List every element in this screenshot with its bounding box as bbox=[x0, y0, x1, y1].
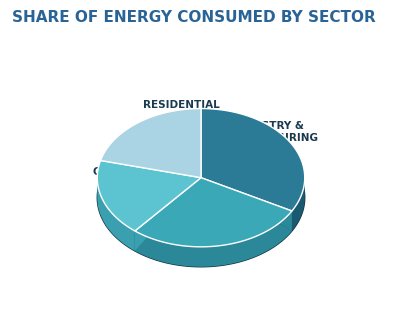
Text: COMMERCIAL
18%: COMMERCIAL 18% bbox=[92, 167, 170, 189]
Polygon shape bbox=[135, 178, 200, 251]
Polygon shape bbox=[135, 178, 200, 251]
Polygon shape bbox=[200, 108, 304, 211]
Polygon shape bbox=[97, 128, 304, 267]
Polygon shape bbox=[200, 178, 291, 231]
Polygon shape bbox=[97, 178, 135, 251]
Polygon shape bbox=[97, 160, 200, 231]
Polygon shape bbox=[200, 178, 291, 231]
Polygon shape bbox=[135, 211, 291, 267]
Polygon shape bbox=[100, 108, 200, 178]
Text: INDUSTRY &
MANUFACTURING
33%: INDUSTRY & MANUFACTURING 33% bbox=[216, 121, 318, 154]
Text: RESIDENTIAL
21%: RESIDENTIAL 21% bbox=[142, 100, 219, 122]
Polygon shape bbox=[135, 178, 291, 247]
Polygon shape bbox=[291, 179, 304, 231]
Text: SHARE OF ENERGY CONSUMED BY SECTOR: SHARE OF ENERGY CONSUMED BY SECTOR bbox=[12, 10, 375, 24]
Text: TRANSPORTATION
28%: TRANSPORTATION 28% bbox=[161, 183, 267, 204]
